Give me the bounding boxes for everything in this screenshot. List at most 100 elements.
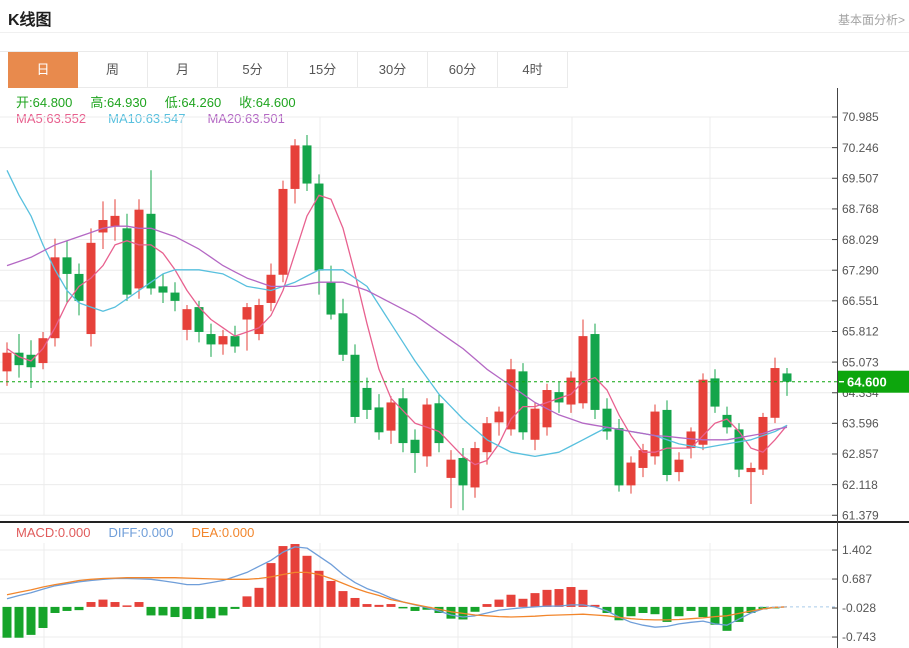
macd-bar bbox=[446, 606, 456, 619]
dea-field: DEA:0.000 bbox=[191, 525, 255, 540]
candle-body bbox=[770, 368, 780, 418]
macd-bar bbox=[698, 606, 708, 618]
diff-value: 0.000 bbox=[140, 525, 174, 540]
candle-body bbox=[254, 305, 264, 335]
tab-15分[interactable]: 15分 bbox=[288, 52, 358, 88]
low-field: 低:64.260 bbox=[164, 95, 222, 110]
axis-label: 0.687 bbox=[842, 572, 872, 586]
candle-body bbox=[554, 392, 564, 403]
candle-body bbox=[122, 228, 132, 295]
close-field: 收:64.600 bbox=[239, 95, 296, 110]
candle-body bbox=[482, 423, 492, 453]
candle-body bbox=[386, 402, 396, 431]
candle-body bbox=[362, 387, 372, 410]
candle-body bbox=[398, 398, 408, 444]
fundamental-analysis-link[interactable]: 基本面分析> bbox=[837, 13, 905, 27]
high-field: 高:64.930 bbox=[90, 95, 147, 110]
open-field: 开:64.800 bbox=[16, 95, 73, 110]
candle-body bbox=[446, 459, 456, 478]
candle-body bbox=[434, 403, 444, 444]
candle-body bbox=[578, 336, 588, 404]
current-price-tag: 64.600 bbox=[838, 370, 909, 393]
macd-bar bbox=[482, 604, 492, 607]
candle-body bbox=[422, 404, 432, 457]
candle-body bbox=[14, 352, 24, 366]
macd-bar bbox=[638, 606, 648, 613]
candle-body bbox=[158, 286, 168, 293]
macd-bar bbox=[494, 599, 504, 607]
candle-body bbox=[746, 467, 756, 473]
candle-body bbox=[302, 145, 312, 184]
ma10-field: MA10: 63.547 bbox=[108, 111, 186, 126]
macd-bar bbox=[662, 606, 672, 622]
macd-bar bbox=[374, 604, 384, 607]
tab-60分[interactable]: 60分 bbox=[428, 52, 498, 88]
macd-bar bbox=[746, 606, 756, 613]
candle-body bbox=[638, 450, 648, 468]
macd-bar bbox=[614, 606, 624, 621]
axis-label: 1.402 bbox=[842, 543, 872, 557]
tab-30分[interactable]: 30分 bbox=[358, 52, 428, 88]
diff-line bbox=[6, 546, 788, 628]
high-value: 64.930 bbox=[107, 95, 147, 110]
macd-bar bbox=[470, 606, 480, 612]
ma5-value: 63.552 bbox=[46, 111, 87, 126]
candle-body bbox=[494, 411, 504, 423]
macd-bar bbox=[518, 598, 528, 607]
candle-body bbox=[518, 371, 528, 433]
grid-layer bbox=[0, 116, 837, 648]
ma20-value: 63.501 bbox=[245, 111, 285, 126]
candle-body bbox=[230, 336, 240, 347]
candle-body bbox=[86, 242, 96, 335]
axis-label: 68.768 bbox=[842, 202, 879, 216]
macd-bar bbox=[410, 606, 420, 611]
candle-body bbox=[2, 352, 12, 372]
tab-日[interactable]: 日 bbox=[8, 52, 78, 88]
macd-bar bbox=[206, 606, 216, 619]
candle-body bbox=[782, 373, 792, 382]
axis-label: 69.507 bbox=[842, 171, 879, 185]
macd-bar bbox=[290, 544, 300, 607]
candle-body bbox=[38, 338, 48, 364]
macd-bar bbox=[266, 563, 276, 607]
macd-field: MACD:0.000 bbox=[16, 525, 91, 540]
dea-value: 0.000 bbox=[221, 525, 255, 540]
macd-bar bbox=[98, 599, 108, 607]
kline-chart: 70.985 70.246 69.507 68.768 68.029 67.290 66.5… bbox=[0, 88, 909, 648]
ma10-value: 63.547 bbox=[145, 111, 186, 126]
macd-bar bbox=[14, 606, 24, 638]
macd-bar bbox=[590, 604, 600, 607]
candle-body bbox=[338, 313, 348, 355]
tab-5分[interactable]: 5分 bbox=[218, 52, 288, 88]
tab-周[interactable]: 周 bbox=[78, 52, 148, 88]
macd-bar bbox=[170, 606, 180, 618]
macd-bar bbox=[506, 594, 516, 607]
tab-月[interactable]: 月 bbox=[148, 52, 218, 88]
low-value: 64.260 bbox=[181, 95, 222, 110]
header-divider bbox=[0, 32, 909, 33]
candle-body bbox=[674, 459, 684, 473]
macd-bar bbox=[182, 606, 192, 620]
macd-bar bbox=[194, 606, 204, 620]
open-value: 64.800 bbox=[32, 95, 73, 110]
candle-body bbox=[758, 416, 768, 470]
tab-4时[interactable]: 4时 bbox=[498, 52, 568, 88]
axis-label: -0.743 bbox=[842, 630, 876, 644]
macd-bar bbox=[626, 606, 636, 617]
axis-label: 61.379 bbox=[842, 508, 879, 522]
macd-bar bbox=[146, 606, 156, 616]
macd-bar bbox=[158, 606, 168, 616]
candle-body bbox=[626, 462, 636, 486]
macd-bar bbox=[218, 606, 228, 616]
macd-bar bbox=[302, 555, 312, 607]
macd-value: 0.000 bbox=[57, 525, 91, 540]
axis-label: 63.596 bbox=[842, 417, 879, 431]
candle-body bbox=[566, 377, 576, 405]
macd-bar bbox=[230, 606, 240, 609]
candle-body bbox=[506, 369, 516, 430]
candle-body bbox=[602, 408, 612, 432]
axis-label: 66.551 bbox=[842, 294, 879, 308]
candle-body bbox=[110, 215, 120, 227]
candle-body bbox=[290, 145, 300, 189]
current-price-value: 64.600 bbox=[847, 374, 887, 389]
